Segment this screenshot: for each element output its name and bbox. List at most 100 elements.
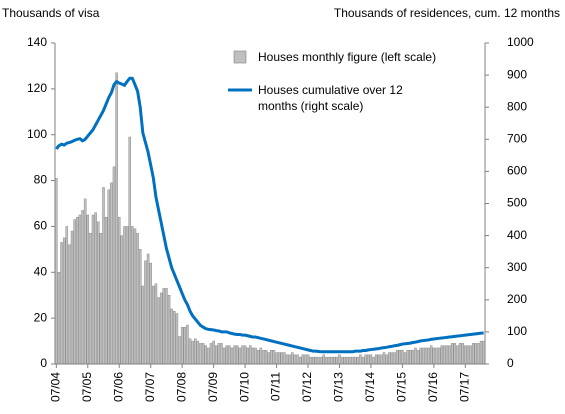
bar [152,285,155,365]
bar [304,354,307,365]
bar [222,347,226,365]
bar [146,253,150,365]
bar [225,345,228,365]
bar [453,343,457,365]
bar [131,226,134,365]
bar [309,356,312,365]
bar [170,308,173,365]
y-tick-label: 60 [34,219,48,233]
bar [249,345,252,365]
bar [220,343,223,365]
bar [83,198,87,365]
bar [414,347,417,365]
bar [238,347,242,365]
bar [377,354,381,365]
bar [241,345,244,365]
bar [398,350,402,365]
x-tick-label: 07/06 [111,372,125,402]
bar [471,343,475,365]
bar [432,347,436,365]
bar [409,350,412,365]
x-tick-label: 07/16 [426,372,440,402]
bar [55,178,58,365]
y2-tick-label: 100 [507,324,527,338]
bar [186,324,189,365]
bar [264,350,268,365]
bar [361,356,365,365]
y2-tick-label: 0 [507,356,514,370]
bar [382,352,386,365]
y2-tick-label: 800 [507,99,527,113]
bar [125,226,129,365]
bar [388,352,391,365]
bar [443,345,446,365]
bar [243,345,247,365]
bar [325,356,328,365]
bar [296,354,299,365]
bar [430,345,433,365]
x-tick-label: 07/17 [458,372,472,402]
x-tick-label: 07/12 [300,372,314,402]
bar [359,354,362,365]
bar [477,343,480,365]
bar [183,327,187,365]
bar [104,217,108,365]
bar [254,347,257,365]
bar [117,217,121,365]
bar [275,352,278,365]
legend-entry: Houses monthly figure (left scale) [258,50,437,64]
bar [175,313,179,365]
bar [262,350,265,365]
right-axis-label: Thousands of residences, cum. 12 months [334,6,560,20]
bar [435,347,438,365]
bar [73,219,76,365]
bar [306,354,310,365]
y-tick-label: 80 [34,173,48,187]
bar [401,350,404,365]
bar [62,237,66,365]
legend-swatch [233,50,247,64]
bar [448,345,451,365]
bar [112,166,116,365]
bar [395,350,399,365]
bar [351,356,354,365]
x-tick-label: 07/08 [174,372,188,402]
bar [427,347,430,365]
x-tick-label: 07/10 [237,372,251,402]
bar [94,212,97,365]
bar [335,356,339,365]
bar [194,338,197,365]
bar [348,356,352,365]
bar [215,345,218,365]
y2-tick-label: 300 [507,260,527,274]
bar [479,340,483,365]
bar [235,345,239,365]
bar [128,136,131,365]
bar [280,352,284,365]
bar [298,356,302,365]
bar [86,214,90,365]
bar [91,214,95,365]
bar [367,354,370,365]
bar [246,347,249,365]
y-tick-label: 100 [27,127,47,141]
bar [332,356,336,365]
x-tick-label: 07/04 [48,372,62,402]
bar [138,249,142,365]
y2-tick-label: 200 [507,292,527,306]
bar [115,72,118,365]
bar [188,338,192,365]
bar [57,272,61,365]
y-tick-label: 40 [34,264,48,278]
x-tick-label: 07/11 [269,372,283,401]
y2-tick-label: 900 [507,67,527,81]
bar [291,352,294,365]
bar [154,283,158,365]
bar [390,352,394,365]
bar [317,356,320,365]
bar [369,354,373,365]
x-tick-label: 07/13 [332,372,346,402]
bar [70,230,74,365]
bar [256,350,260,365]
